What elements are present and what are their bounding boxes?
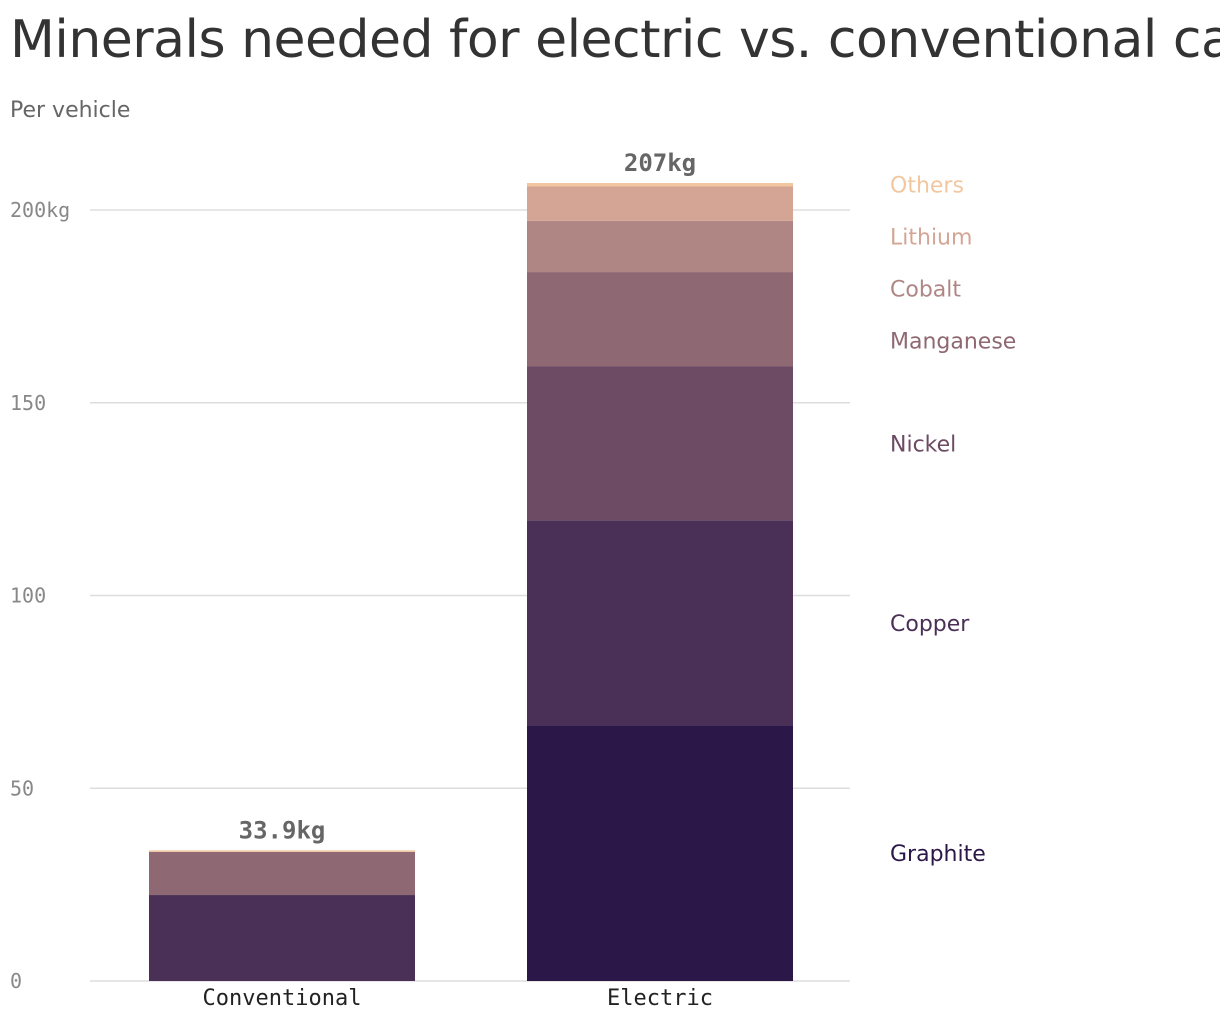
legend-label-manganese: Manganese — [890, 330, 1016, 355]
total-label-electric: 207kg — [624, 149, 696, 177]
y-tick-label-50: 50 — [10, 776, 34, 800]
chart-subtitle: Per vehicle — [10, 98, 131, 123]
bar-segment-electric-graphite — [527, 725, 793, 981]
chart-title: Minerals needed for electric vs. convent… — [10, 10, 1220, 70]
x-category-label-electric: Electric — [607, 986, 713, 1011]
y-tick-label-100: 100 — [10, 584, 46, 608]
bar-segment-electric-lithium — [527, 186, 793, 221]
y-tick-label-150: 150 — [10, 391, 46, 415]
bar-segment-electric-cobalt — [527, 220, 793, 273]
legend: Graphite Copper Nickel Manganese Cobalt Lithi… — [890, 174, 1016, 867]
total-label-conventional: 33.9kg — [239, 816, 326, 844]
bar-segment-electric-others — [527, 183, 793, 187]
legend-label-others: Others — [890, 174, 964, 199]
bar-segment-conventional-copper — [149, 895, 415, 981]
bars — [149, 183, 793, 981]
bar-segment-electric-nickel — [527, 366, 793, 521]
legend-label-graphite: Graphite — [890, 842, 986, 867]
bar-segment-electric-manganese — [527, 272, 793, 367]
legend-label-lithium: Lithium — [890, 226, 972, 251]
bar-segment-conventional-others — [149, 850, 415, 852]
y-tick-label-200: 200kg — [10, 198, 70, 222]
x-category-label-conventional: Conventional — [203, 986, 362, 1011]
labels: 0 50 100 150 200kg 33.9kg Conventional 207kg Ele… — [10, 149, 713, 1011]
bar-segment-electric-copper — [527, 520, 793, 726]
legend-label-copper: Copper — [890, 612, 970, 637]
y-tick-label-0: 0 — [10, 969, 22, 993]
legend-label-cobalt: Cobalt — [890, 278, 961, 303]
bar-segment-conventional-manganese — [149, 851, 415, 896]
legend-label-nickel: Nickel — [890, 432, 956, 457]
